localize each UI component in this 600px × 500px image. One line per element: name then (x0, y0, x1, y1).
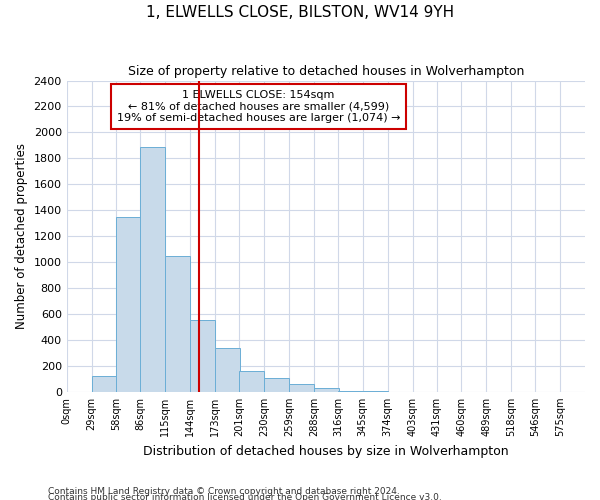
Bar (215, 348, 240, 392)
Text: 1, ELWELLS CLOSE, BILSTON, WV14 9YH: 1, ELWELLS CLOSE, BILSTON, WV14 9YH (146, 5, 454, 20)
X-axis label: Distribution of detached houses by size in Wolverhampton: Distribution of detached houses by size … (143, 444, 509, 458)
Bar (338, 391, 363, 392)
Bar (166, 256, 190, 392)
Bar (116, 216, 142, 392)
Text: Contains HM Land Registry data © Crown copyright and database right 2024.: Contains HM Land Registry data © Crown c… (48, 486, 400, 496)
Bar (239, 371, 264, 392)
Title: Size of property relative to detached houses in Wolverhampton: Size of property relative to detached ho… (128, 65, 524, 78)
Text: 1 ELWELLS CLOSE: 154sqm
← 81% of detached houses are smaller (4,599)
19% of semi: 1 ELWELLS CLOSE: 154sqm ← 81% of detache… (116, 90, 400, 123)
Bar (289, 384, 314, 392)
Bar (363, 391, 388, 392)
Y-axis label: Number of detached properties: Number of detached properties (15, 143, 28, 329)
Bar (190, 320, 215, 392)
Text: Contains public sector information licensed under the Open Government Licence v3: Contains public sector information licen… (48, 492, 442, 500)
Bar (314, 388, 339, 392)
Bar (140, 146, 166, 392)
Bar (264, 378, 289, 392)
Bar (92, 376, 116, 392)
